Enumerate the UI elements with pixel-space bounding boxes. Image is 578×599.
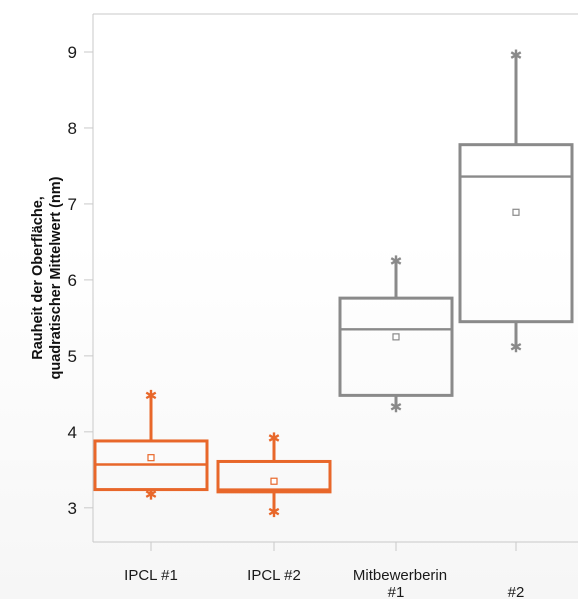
x-category-sublabel: #1 [388,584,405,599]
box-2 [216,432,332,518]
y-tick-label: 3 [68,499,77,518]
min-marker [268,506,280,518]
category-labels: IPCL #1 IPCL #2 Mitbewerberin#1 #2 [124,567,524,599]
min-marker [510,341,522,353]
outlier-star-stroke [510,51,522,59]
mean-marker [512,208,520,216]
axes: 3 4 5 6 7 8 9 [68,13,578,551]
box-iqr [216,459,332,494]
box-3 [338,255,454,413]
mean-marker [147,454,155,462]
min-marker [145,488,157,500]
outlier-star-stroke [268,434,280,442]
mean-marker [270,477,278,485]
y-tick-label: 8 [68,119,77,138]
outlier-star-stroke [268,507,280,516]
outlier-star-stroke [145,391,157,400]
max-marker [390,255,402,267]
min-marker [390,401,402,413]
outlier-star-stroke [145,490,157,498]
max-marker [145,389,157,401]
y-tick-label: 4 [68,423,77,442]
outlier-star-stroke [390,257,402,265]
max-marker [510,49,522,61]
y-axis-title: Rauheit der Oberfläche, quadratischer Mi… [30,176,64,379]
box-iqr [338,296,454,397]
y-axis-title-line-2: quadratischer Mittelwert (nm) [48,176,64,379]
x-category-label: IPCL #1 [124,567,178,584]
outlier-star-stroke [390,402,402,411]
box-iqr [458,143,574,324]
mean-marker [392,333,400,341]
box-4 [458,49,574,353]
box-series [93,49,574,518]
y-axis-title-line-1: Rauheit der Oberfläche, [30,196,46,360]
max-marker [268,432,280,444]
outlier-star-stroke [510,342,522,351]
y-tick-label: 9 [68,43,77,62]
x-category-sublabel: #2 [508,584,525,599]
x-category-label: Mitbewerberin [353,567,447,584]
y-tick-label: 5 [68,347,77,366]
y-tick-label: 6 [68,271,77,290]
y-tick-label: 7 [68,195,77,214]
x-category-label: IPCL #2 [247,567,301,584]
box-1 [93,389,209,500]
